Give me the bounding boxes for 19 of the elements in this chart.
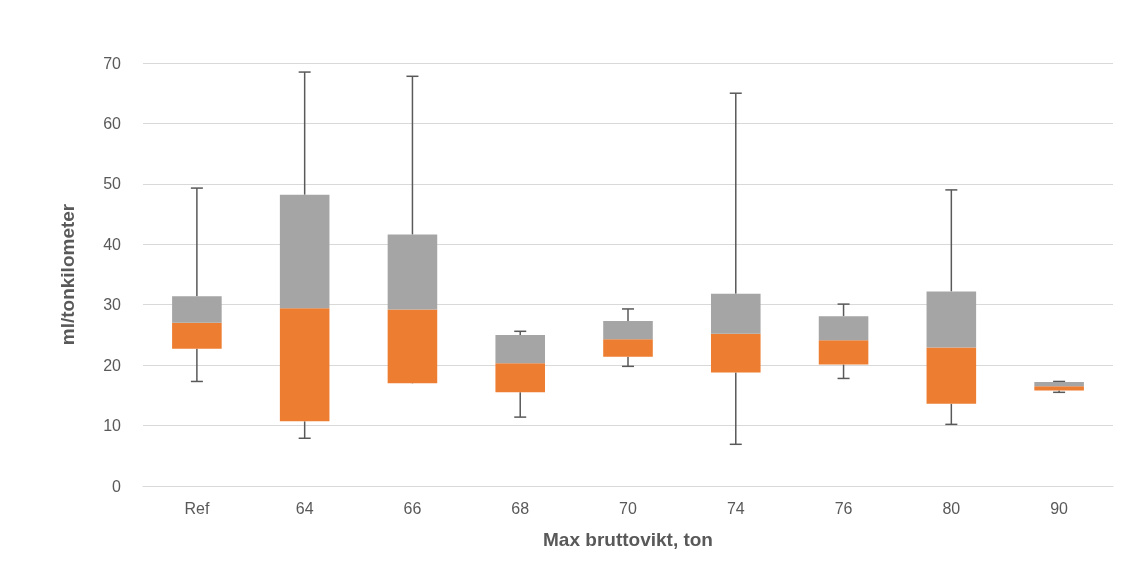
y-tick-label: 60 [103, 114, 122, 132]
x-tick-label: 70 [619, 499, 637, 517]
x-tick-label: 90 [1050, 499, 1069, 517]
y-axis-title: ml/tonkilometer [57, 203, 78, 346]
x-tick-label: 80 [942, 499, 961, 517]
y-tick-label: 30 [103, 296, 122, 314]
x-tick-label: 76 [834, 499, 853, 517]
x-tick-label: 68 [511, 499, 530, 517]
y-tick-label: 10 [103, 417, 122, 435]
x-axis-title: Max bruttovikt, ton [543, 529, 713, 550]
x-tick-label: 74 [726, 499, 745, 517]
x-tick-label: 64 [295, 499, 314, 517]
y-tick-label: 50 [103, 175, 122, 193]
y-tick-label: 20 [103, 356, 122, 374]
y-tick-label: 70 [103, 54, 122, 72]
x-tick-label: Ref [184, 499, 210, 517]
x-tick-label: 66 [403, 499, 422, 517]
y-tick-label: 0 [112, 477, 122, 495]
y-tick-label: 40 [103, 235, 122, 253]
